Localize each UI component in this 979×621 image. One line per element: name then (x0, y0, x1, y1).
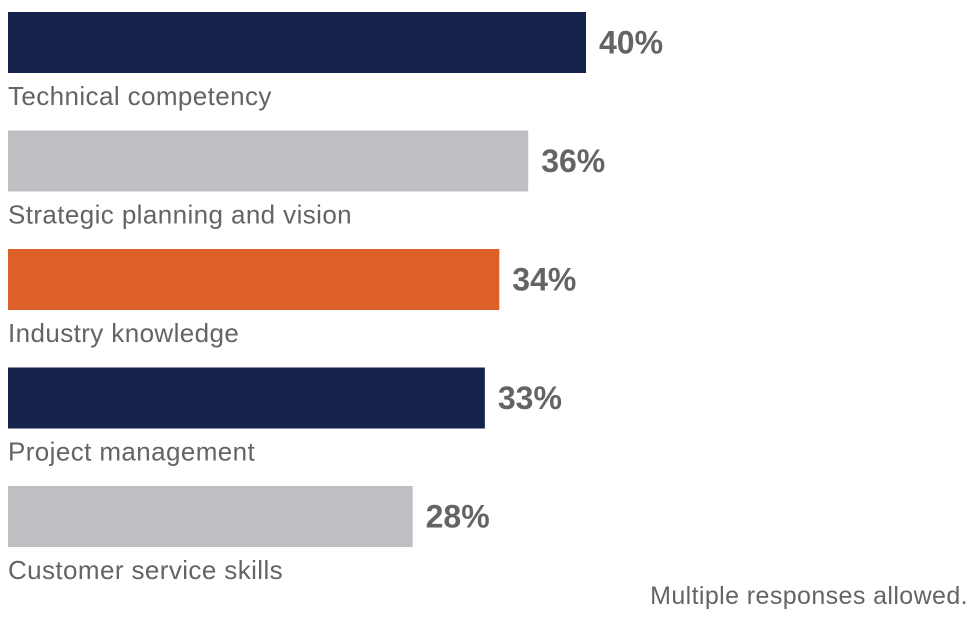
bar-3 (8, 249, 500, 310)
bar-5 (8, 486, 413, 547)
value-label-2: 36% (541, 143, 605, 179)
category-label-2: Strategic planning and vision (8, 200, 352, 230)
value-label-1: 40% (599, 25, 663, 61)
category-label-4: Project management (8, 437, 255, 467)
category-label-5: Customer service skills (8, 555, 283, 585)
category-label-1: Technical competency (8, 81, 272, 111)
value-label-5: 28% (426, 499, 490, 535)
bar-1 (8, 12, 586, 73)
value-label-4: 33% (498, 380, 562, 416)
value-label-3: 34% (512, 262, 576, 298)
bar-4 (8, 367, 485, 429)
category-label-3: Industry knowledge (8, 318, 239, 348)
bar-2 (8, 130, 529, 192)
footnote: Multiple responses allowed. (650, 582, 968, 610)
